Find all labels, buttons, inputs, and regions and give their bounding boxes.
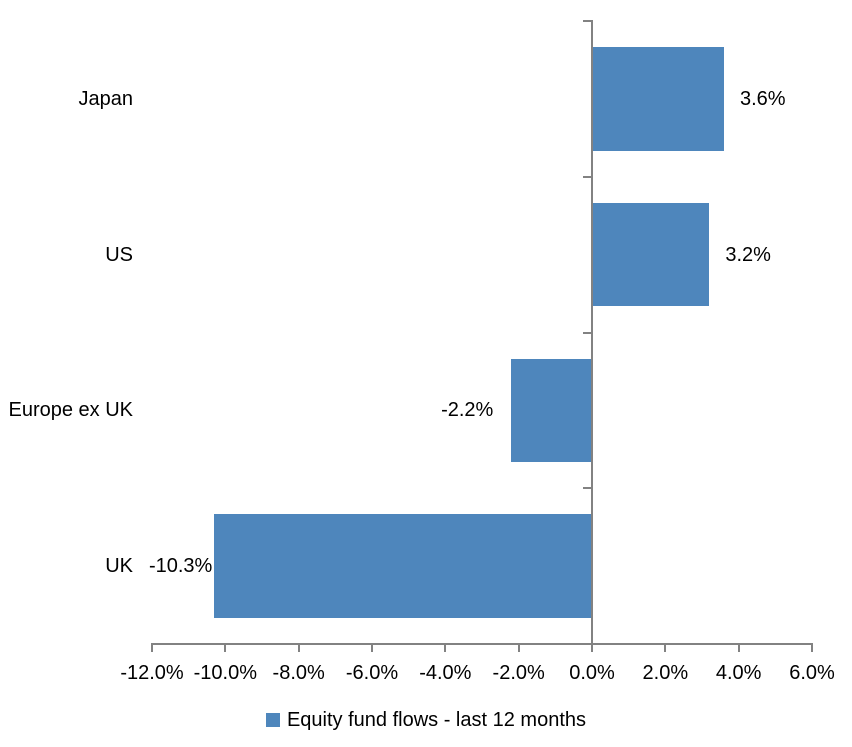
x-tick-label: -8.0% (272, 662, 325, 684)
x-tick-label: 6.0% (789, 662, 835, 684)
x-tick-label: -4.0% (419, 662, 472, 684)
x-tick-mark (517, 645, 520, 652)
x-tick-mark (371, 645, 373, 652)
x-tick-mark (737, 645, 740, 652)
legend-label: Equity fund flows - last 12 months (286, 709, 587, 731)
category-tick-mark (583, 175, 591, 178)
x-tick-mark (151, 645, 153, 652)
bar (214, 514, 592, 618)
data-label: 3.2% (725, 243, 771, 266)
legend-swatch-icon (265, 713, 280, 727)
bar (592, 202, 710, 307)
x-tick-label: -6.0% (345, 662, 399, 684)
bar (511, 358, 592, 463)
category-tick-mark (583, 331, 591, 334)
x-tick-label: -10.0% (193, 662, 258, 684)
value-axis-line (151, 643, 813, 645)
x-tick-label: -2.0% (492, 662, 545, 684)
data-label: -10.3% (148, 555, 213, 578)
category-label: US (105, 243, 133, 266)
category-tick-mark (583, 20, 591, 22)
x-tick-mark (811, 645, 813, 652)
category-label: UK (105, 555, 133, 578)
x-tick-mark (297, 645, 300, 652)
legend: Equity fund flows - last 12 months (0, 704, 852, 736)
category-tick-mark (583, 487, 591, 490)
data-label: -2.2% (441, 399, 494, 422)
x-tick-label: 0.0% (569, 662, 615, 684)
category-label: Japan (78, 87, 134, 110)
x-tick-label: 4.0% (715, 662, 762, 684)
x-tick-mark (664, 645, 667, 652)
x-tick-mark (591, 645, 593, 652)
x-tick-label: 2.0% (642, 662, 689, 684)
x-tick-mark (444, 645, 447, 652)
category-label: Europe ex UK (8, 399, 133, 422)
bar (592, 47, 724, 151)
data-label: 3.6% (740, 87, 786, 110)
x-tick-mark (224, 645, 227, 652)
x-tick-label: -12.0% (120, 662, 184, 684)
category-axis-line (591, 20, 593, 645)
